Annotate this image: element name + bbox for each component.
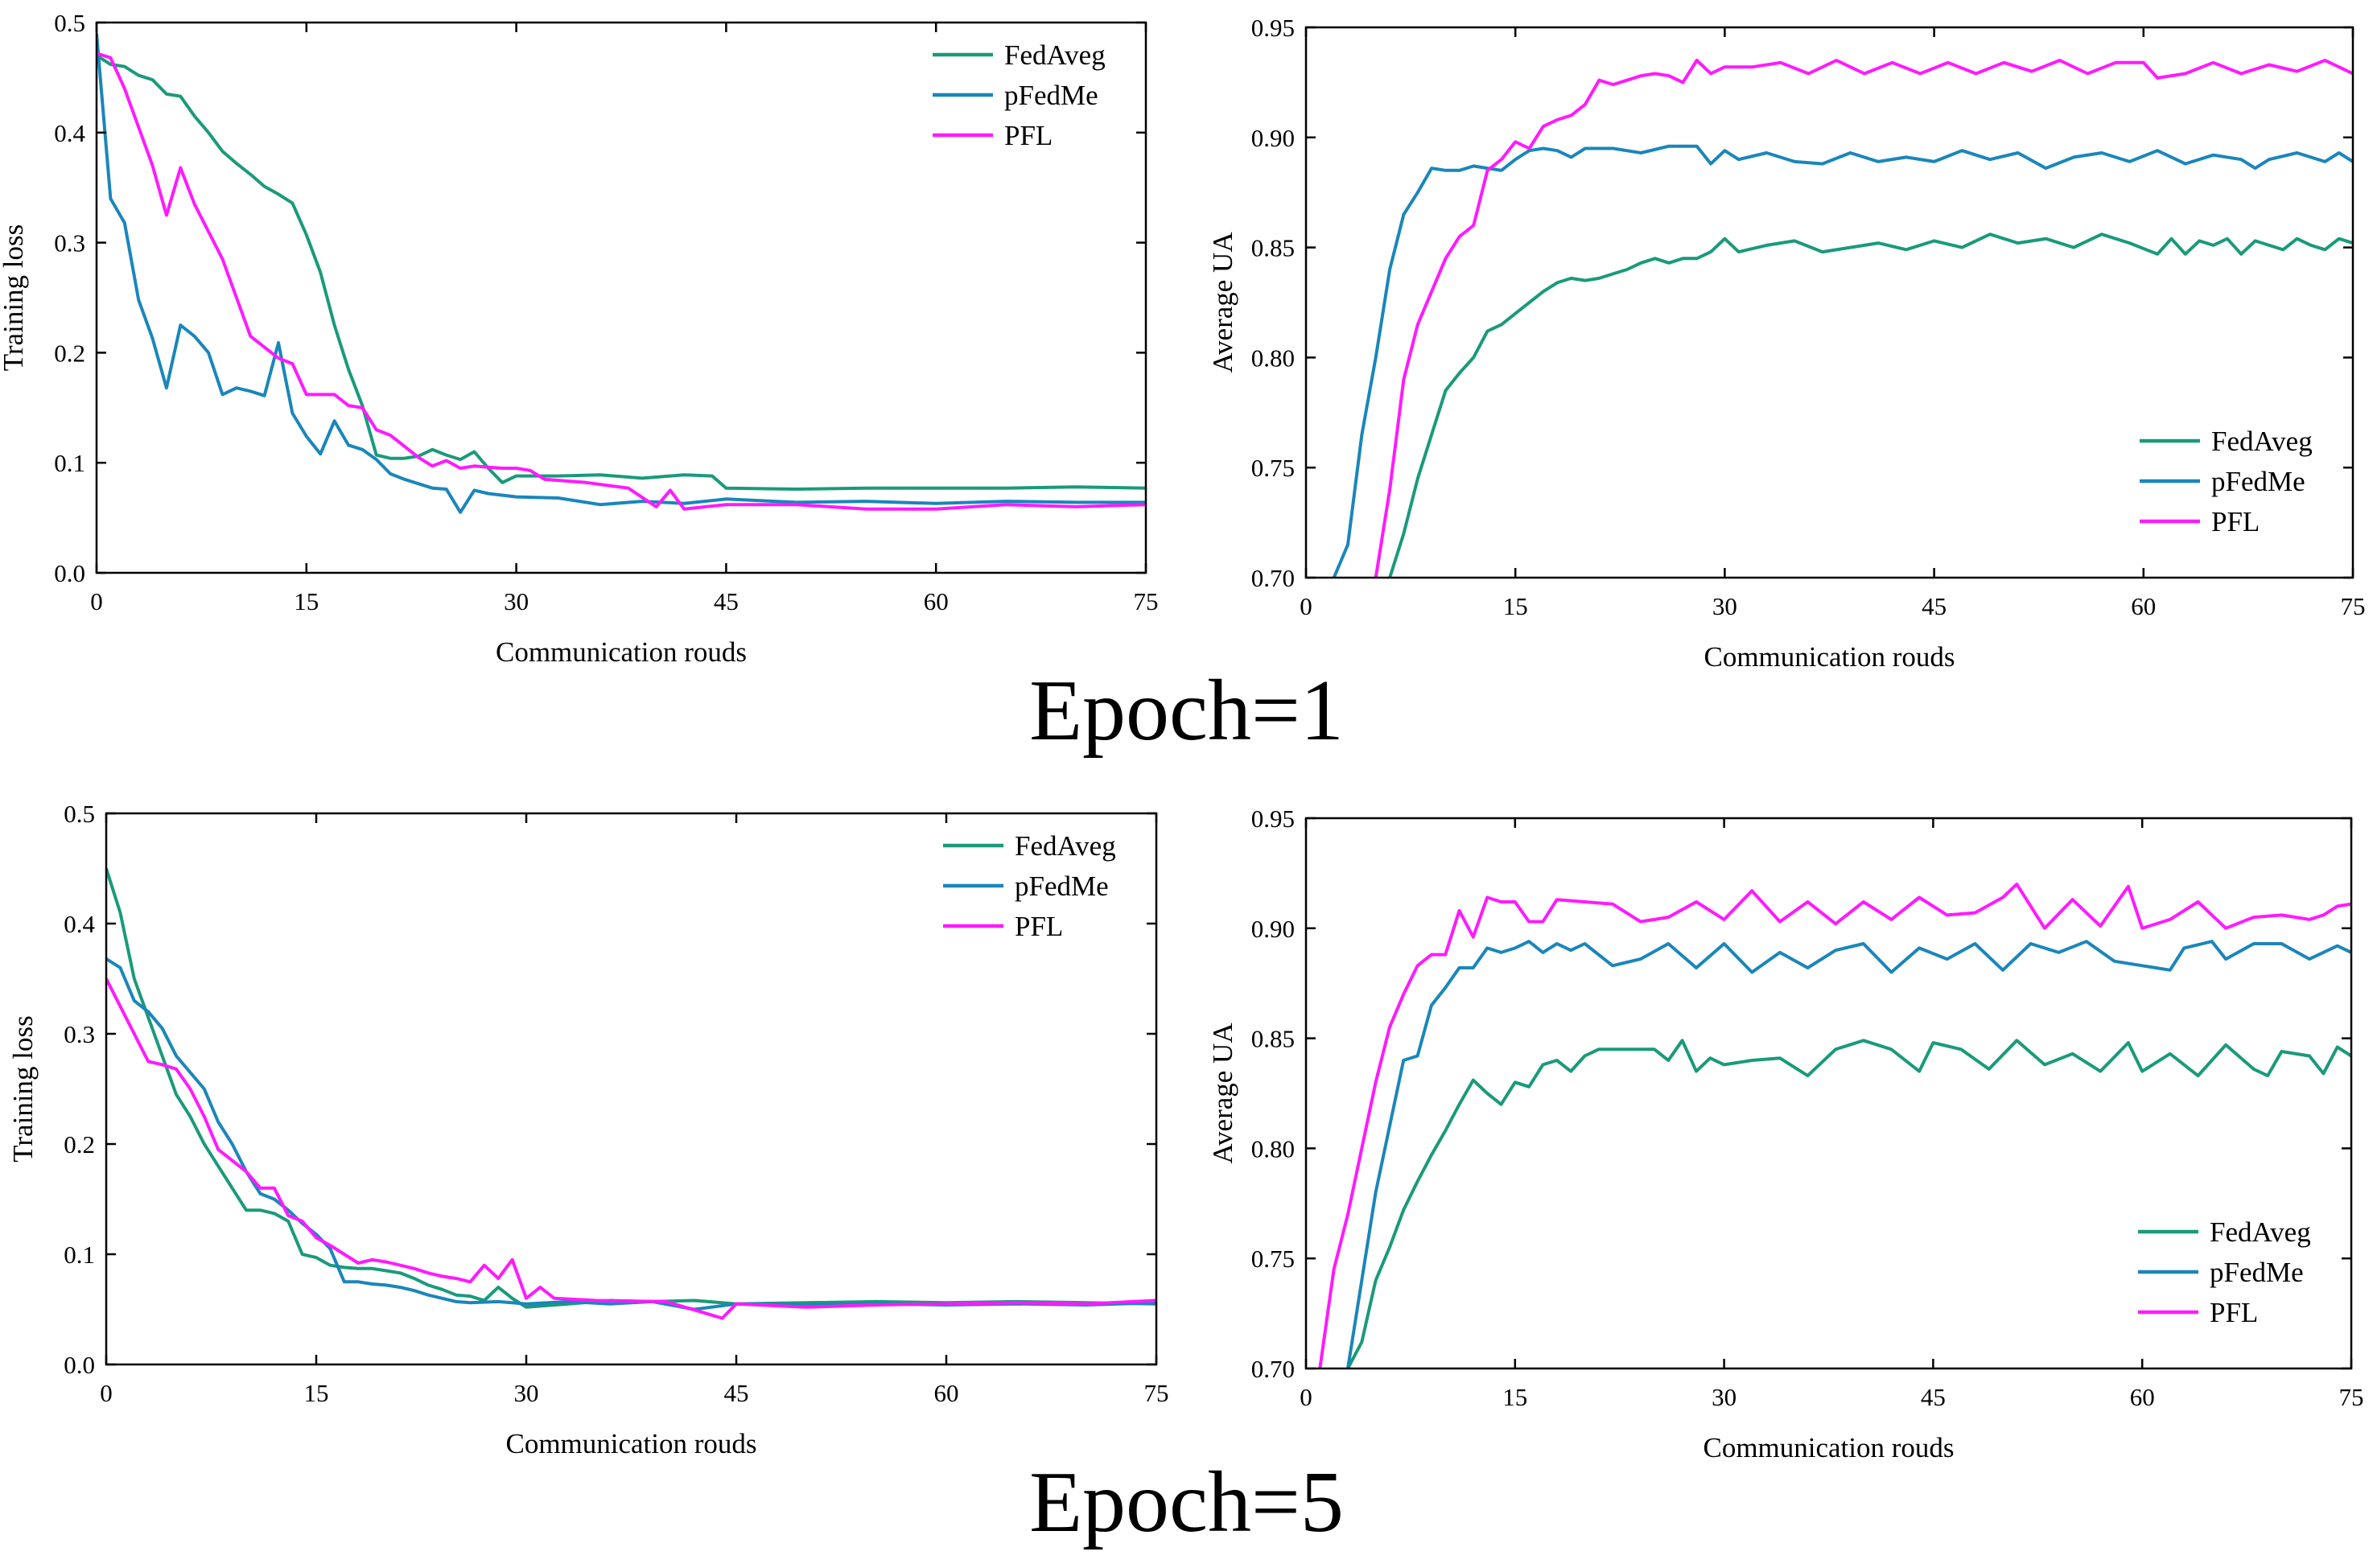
y-axis-label: Average UA — [1207, 1023, 1238, 1164]
legend: FedAveg pFedMe PFL — [2138, 1216, 2311, 1328]
legend: FedAveg pFedMe PFL — [943, 830, 1116, 942]
x-tick-label: 60 — [2130, 1383, 2155, 1411]
x-tick-label: 15 — [304, 1379, 329, 1407]
y-tick-label: 0.0 — [64, 1351, 95, 1379]
y-tick-label: 0.2 — [54, 339, 85, 367]
y-axis-label: Training loss — [0, 224, 29, 372]
x-tick-label: 60 — [2131, 592, 2156, 620]
legend-label-pfedme: pFedMe — [1004, 80, 1098, 111]
y-tick-label: 0.3 — [64, 1020, 95, 1048]
plot-frame — [1304, 26, 2354, 579]
legend-label-pfl: PFL — [1015, 911, 1063, 942]
y-tick-label: 0.95 — [1251, 805, 1295, 833]
x-tick-label: 45 — [714, 587, 739, 615]
x-tick-label: 15 — [1503, 592, 1528, 620]
x-tick-label: 60 — [934, 1379, 959, 1407]
y-axis-label: Training loss — [7, 1015, 39, 1163]
x-tick-label: 0 — [1300, 1383, 1312, 1411]
legend: FedAveg pFedMe PFL — [933, 39, 1106, 151]
y-tick-label: 0.4 — [54, 119, 85, 147]
series-line-fedaveg — [97, 54, 1146, 491]
series-line-pfedme — [1346, 940, 2351, 1368]
y-tick-label: 0.1 — [64, 1241, 95, 1269]
y-tick-label: 0.70 — [1251, 1355, 1295, 1383]
chart-training-loss-epoch5: 0 15 30 45 60 75 0.0 0.1 0.2 0.3 0.4 0.5 Communicati… — [7, 800, 1169, 1459]
y-axis-label: Average UA — [1207, 232, 1238, 373]
caption-epoch-1: Epoch=1 — [1029, 663, 1344, 759]
x-axis-label: Communication rouds — [496, 636, 747, 668]
series-line-pfedme — [106, 957, 1156, 1311]
x-axis-label: Communication rouds — [1704, 641, 1955, 673]
y-tick-label: 0.80 — [1251, 1134, 1295, 1163]
caption-epoch-5: Epoch=5 — [1029, 1455, 1344, 1550]
series-line-pfedme — [1332, 144, 2353, 578]
x-tick-label: 60 — [924, 587, 949, 615]
x-tick-label: 75 — [1144, 1379, 1169, 1407]
legend-label-fedaveg: FedAveg — [1004, 39, 1106, 71]
x-tick-label: 30 — [504, 587, 529, 615]
y-tick-label: 0.85 — [1251, 234, 1295, 262]
series-line-pfl — [1318, 883, 2351, 1368]
legend-label-pfl: PFL — [2211, 506, 2260, 537]
legend-label-fedaveg: FedAveg — [2210, 1216, 2311, 1248]
series-line-pfl — [97, 51, 1146, 511]
legend-label-pfl: PFL — [2210, 1297, 2258, 1328]
x-tick-label: 45 — [1921, 1383, 1946, 1411]
x-tick-label: 0 — [100, 1379, 113, 1407]
plot-frame — [105, 812, 1158, 1366]
y-tick-label: 0.85 — [1251, 1025, 1295, 1053]
y-tick-label: 0.0 — [54, 559, 85, 587]
y-tick-label: 0.75 — [1251, 454, 1295, 482]
legend-label-pfedme: pFedMe — [2210, 1257, 2304, 1288]
x-tick-label: 0 — [90, 587, 103, 615]
y-tick-label: 0.70 — [1251, 564, 1295, 592]
legend-label-pfedme: pFedMe — [1015, 870, 1109, 902]
y-tick-label: 0.1 — [54, 449, 85, 477]
y-tick-label: 0.4 — [64, 910, 95, 938]
x-tick-label: 75 — [1134, 587, 1159, 615]
series-line-pfl — [1374, 59, 2353, 578]
y-tick-label: 0.5 — [64, 800, 95, 828]
chart-average-ua-epoch5: 0 15 30 45 60 75 0.70 0.75 0.80 0.85 0.90 0.95 Commu… — [1207, 805, 2364, 1463]
legend-label-fedaveg: FedAveg — [1015, 830, 1116, 862]
y-tick-label: 0.90 — [1251, 124, 1295, 152]
x-tick-label: 75 — [2341, 592, 2366, 620]
y-tick-label: 0.75 — [1251, 1245, 1295, 1273]
y-tick-label: 0.80 — [1251, 344, 1295, 372]
x-tick-label: 0 — [1300, 592, 1312, 620]
y-tick-label: 0.5 — [54, 9, 85, 37]
x-tick-label: 15 — [1502, 1383, 1527, 1411]
x-tick-label: 45 — [1922, 592, 1947, 620]
y-tick-label: 0.3 — [54, 229, 85, 257]
legend: FedAveg pFedMe PFL — [2140, 426, 2313, 537]
legend-label-fedaveg: FedAveg — [2211, 426, 2313, 457]
legend-label-pfl: PFL — [1004, 120, 1053, 151]
x-tick-label: 30 — [1712, 592, 1737, 620]
plot-frame — [1304, 817, 2353, 1370]
y-tick-label: 0.2 — [64, 1130, 95, 1159]
x-tick-label: 15 — [294, 587, 319, 615]
series-line-fedaveg — [1388, 233, 2353, 578]
series-line-pfedme — [97, 33, 1146, 514]
x-tick-label: 30 — [1712, 1383, 1736, 1411]
x-tick-label: 30 — [514, 1379, 539, 1407]
legend-label-pfedme: pFedMe — [2211, 466, 2305, 497]
chart-average-ua-epoch1: 0 15 30 45 60 75 0.70 0.75 0.80 0.85 0.90 0.95 Commu… — [1207, 14, 2366, 673]
x-axis-label: Communication rouds — [505, 1428, 756, 1459]
x-tick-label: 75 — [2339, 1383, 2364, 1411]
chart-training-loss-epoch1: 0 15 30 45 60 75 0.0 0.1 0.2 0.3 0.4 0.5 Communicati… — [0, 9, 1159, 668]
plot-frame — [95, 21, 1147, 574]
series-line-pfl — [106, 977, 1156, 1320]
x-axis-label: Communication rouds — [1703, 1432, 1954, 1463]
y-tick-label: 0.90 — [1251, 915, 1295, 943]
x-tick-label: 45 — [724, 1379, 749, 1407]
y-tick-label: 0.95 — [1251, 14, 1295, 42]
series-line-fedaveg — [106, 867, 1156, 1309]
series-line-fedaveg — [1346, 1039, 2351, 1368]
